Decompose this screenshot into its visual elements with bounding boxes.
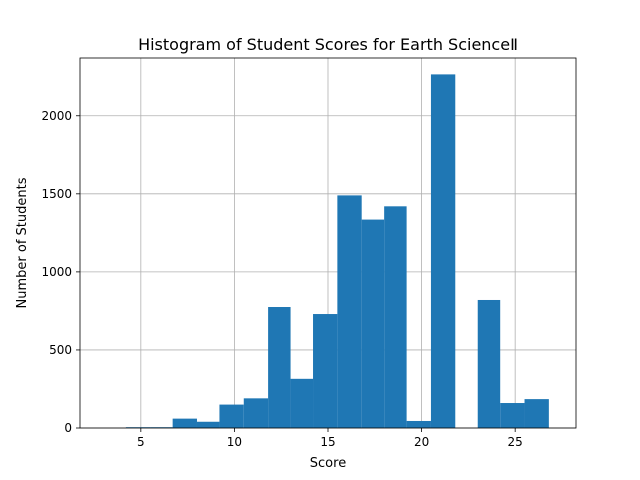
chart-title: Histogram of Student Scores for Earth Sc… — [138, 35, 518, 54]
x-tick-label: 5 — [137, 435, 145, 449]
y-tick-label: 500 — [49, 343, 72, 357]
y-tick-label: 2000 — [41, 109, 72, 123]
y-tick-label: 0 — [64, 421, 72, 435]
x-tick-label: 20 — [414, 435, 429, 449]
x-tick-label: 25 — [508, 435, 523, 449]
histogram-bar — [524, 399, 549, 428]
histogram-bar — [290, 378, 314, 428]
x-tick-label: 10 — [227, 435, 242, 449]
histogram-bar — [268, 307, 291, 428]
histogram-bar — [196, 421, 220, 428]
y-tick-label: 1000 — [41, 265, 72, 279]
histogram-bar — [406, 420, 431, 428]
histogram-bar — [172, 418, 197, 428]
histogram-bar — [243, 398, 269, 428]
histogram-bar — [477, 299, 501, 428]
y-tick-label: 1500 — [41, 187, 72, 201]
histogram-bar — [313, 314, 338, 428]
histogram-bar — [219, 404, 244, 428]
x-axis-ticks: 5 10 15 20 25 — [137, 428, 523, 449]
y-axis-ticks: 0 500 1000 1500 2000 — [41, 109, 80, 435]
histogram-bar — [384, 206, 407, 428]
histogram-bar — [337, 195, 362, 428]
histogram-bars — [125, 74, 549, 429]
histogram-bar — [361, 219, 385, 428]
x-axis-label: Score — [310, 456, 346, 471]
y-axis-label: Number of Students — [15, 177, 30, 308]
x-tick-label: 15 — [320, 435, 335, 449]
histogram-bar — [500, 403, 525, 428]
histogram-bar — [430, 74, 456, 429]
